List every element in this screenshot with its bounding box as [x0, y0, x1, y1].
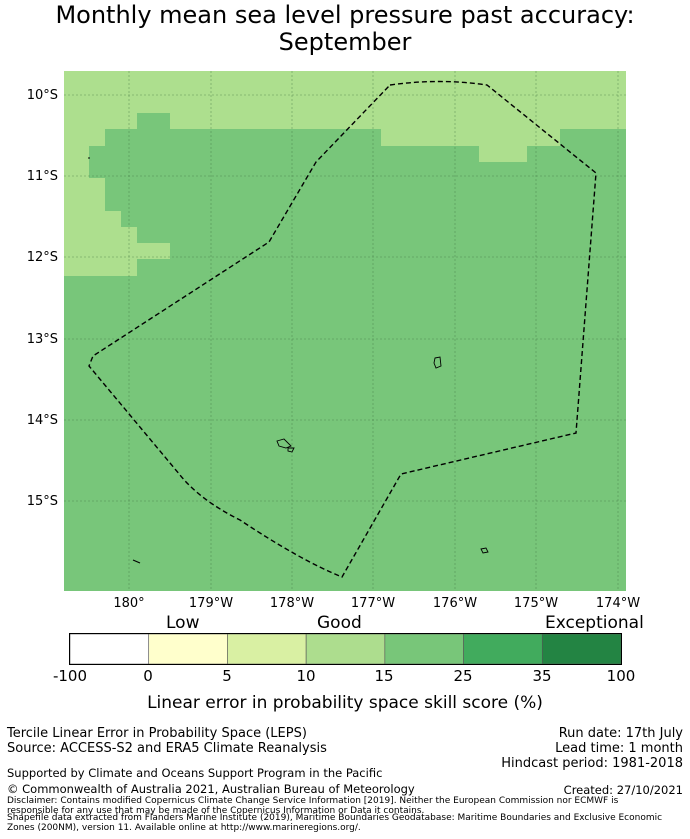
- colorbar-tick: 15: [374, 667, 394, 685]
- gridlines: [64, 71, 626, 591]
- lon-label: 176°W: [433, 596, 477, 611]
- lat-label: 10°S: [27, 88, 58, 103]
- lon-label: 179°W: [189, 596, 233, 611]
- colorbar-segment: [541, 633, 622, 665]
- colorbar-segment: [305, 633, 386, 665]
- lon-label: 177°W: [351, 596, 395, 611]
- leps-line: Tercile Linear Error in Probability Spac…: [7, 726, 307, 741]
- island: [132, 559, 141, 564]
- skill-field-10-15: [64, 71, 626, 276]
- lon-label: 178°W: [270, 596, 314, 611]
- colorbar-tick: 10: [296, 667, 316, 685]
- colorbar-label-exceptional: Exceptional: [545, 613, 644, 633]
- island: [433, 356, 442, 369]
- latitude-labels: 10°S 11°S 12°S 13°S 14°S 15°S: [27, 88, 58, 509]
- colorbar-segment: [384, 633, 464, 665]
- disclaimer-line-2: responsible for any use that may be made…: [7, 806, 425, 816]
- colorbar-tick: 35: [532, 667, 552, 685]
- title-line-1: Monthly mean sea level pressure past acc…: [55, 1, 635, 29]
- colorbar-label-low: Low: [166, 613, 200, 633]
- map-title: Monthly mean sea level pressure past acc…: [0, 2, 690, 56]
- island: [276, 438, 292, 449]
- lat-label: 14°S: [27, 413, 58, 428]
- hindcast-period: Hindcast period: 1981-2018: [501, 756, 683, 771]
- lat-label: 15°S: [27, 494, 58, 509]
- disclaimer-line-4: Zones (200NM), version 11. Available onl…: [7, 823, 361, 833]
- lead-time: Lead time: 1 month: [555, 741, 683, 756]
- title-line-2: September: [278, 28, 412, 56]
- colorbar-tick: -100: [52, 667, 88, 685]
- copyright-line: © Commonwealth of Australia 2021, Austra…: [7, 782, 415, 796]
- colorbar-segment: [148, 633, 228, 665]
- disclaimer-line-1: Disclaimer: Contains modified Copernicus…: [7, 796, 619, 806]
- colorbar-tick: 5: [222, 667, 232, 685]
- colorbar-tick: 0: [143, 667, 153, 685]
- skill-field-15-25: [64, 71, 626, 591]
- lat-label: 11°S: [27, 169, 58, 184]
- colorbar-tick: 100: [606, 667, 636, 685]
- lat-label: 13°S: [27, 332, 58, 347]
- island: [480, 547, 489, 554]
- lat-label: 12°S: [27, 250, 58, 265]
- colorbar: [69, 633, 622, 665]
- colorbar-segment: [463, 633, 543, 665]
- created-date: Created: 27/10/2021: [563, 783, 683, 797]
- island: [287, 447, 295, 453]
- longitude-labels: 180° 179°W 178°W 177°W 176°W 175°W 174°W: [113, 596, 640, 611]
- colorbar-tick: 25: [453, 667, 473, 685]
- colorbar-segment: [69, 633, 150, 665]
- lon-label: 175°W: [514, 596, 558, 611]
- colorbar-title: Linear error in probability space skill …: [147, 693, 543, 713]
- lon-label: 180°: [113, 596, 144, 611]
- eez-boundary: [88, 80, 597, 578]
- run-date: Run date: 17th July: [558, 726, 683, 741]
- disclaimer-line-3: Shapefile data extracted from Flanders M…: [7, 813, 663, 823]
- colorbar-segment: [227, 633, 307, 665]
- lon-label: 174°W: [596, 596, 640, 611]
- source-line: Source: ACCESS-S2 and ERA5 Climate Reana…: [7, 741, 327, 756]
- supported-line: Supported by Climate and Oceans Support …: [7, 766, 383, 780]
- map-panel: 10°S 11°S 12°S 13°S 14°S 15°S 180° 179°W…: [27, 71, 640, 611]
- skill-field-15-25-upper: [170, 146, 251, 162]
- colorbar-label-good: Good: [317, 613, 362, 633]
